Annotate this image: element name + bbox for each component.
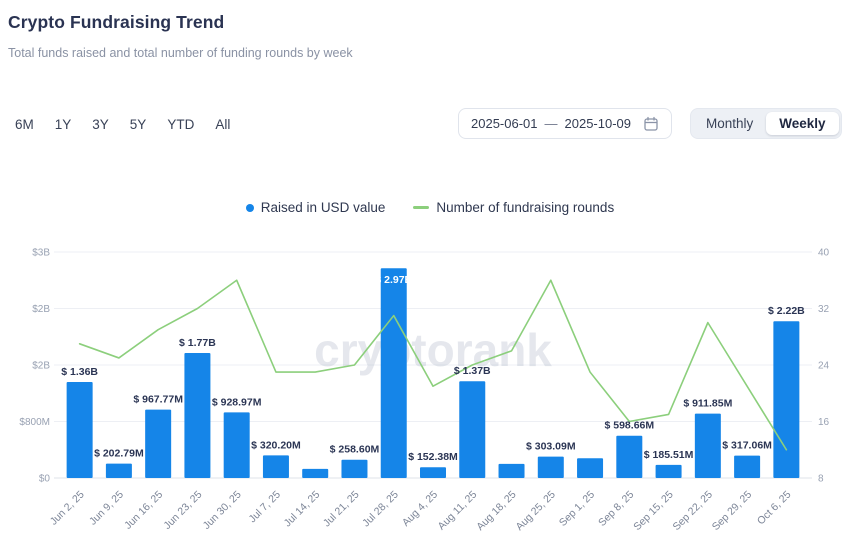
legend-item-rounds[interactable]: Number of fundraising rounds [413, 200, 614, 215]
chart-bar[interactable] [302, 468, 329, 478]
chart-bar[interactable] [184, 352, 211, 478]
right-axis-tick: 8 [818, 474, 824, 485]
bar-value-label: $ 911.85M [683, 398, 732, 410]
bar-value-label: $ 258.60M [330, 444, 380, 456]
x-axis-label: Sep 8, 25 [596, 489, 636, 529]
bar-value-label: $ 303.09M [526, 441, 576, 453]
x-axis-label: Oct 6, 25 [755, 489, 794, 528]
bar-value-label: $ 967.77M [133, 394, 183, 406]
chart-bar[interactable] [694, 413, 721, 478]
chart-bar[interactable] [380, 268, 407, 478]
chart-bar[interactable] [262, 455, 289, 478]
left-axis-tick: $800M [19, 417, 50, 428]
page-subtitle: Total funds raised and total number of f… [8, 46, 353, 60]
left-axis-tick: $0 [39, 474, 51, 485]
bar-value-label: $ 152.38M [408, 451, 458, 463]
monthly-button[interactable]: Monthly [693, 112, 766, 135]
x-axis-label: Aug 18, 25 [474, 489, 519, 534]
legend-item-raised[interactable]: Raised in USD value [245, 200, 386, 215]
x-axis-label: Aug 11, 25 [436, 489, 480, 533]
range-button-all[interactable]: All [215, 117, 231, 132]
bar-value-label: $ 928.97M [212, 396, 262, 408]
chart-bar[interactable] [734, 455, 761, 478]
bar-value-label: $ 317.06M [722, 440, 772, 452]
chart-bar[interactable] [105, 463, 132, 478]
range-button-ytd[interactable]: YTD [167, 117, 195, 132]
chart-bar[interactable] [145, 409, 172, 478]
bar-value-label: $ 320.20M [251, 439, 301, 451]
x-axis-label: Aug 25, 25 [514, 489, 559, 534]
chart-bar[interactable] [537, 456, 564, 478]
chart-bar[interactable] [341, 459, 368, 478]
chart-bar[interactable] [577, 458, 604, 478]
chart-bar[interactable] [655, 464, 682, 478]
page-title: Crypto Fundraising Trend [8, 12, 225, 32]
granularity-toggle: Monthly Weekly [690, 108, 842, 139]
x-axis-label: Jun 9, 25 [87, 489, 126, 528]
x-axis-label: Jun 16, 25 [122, 489, 165, 532]
chart-line [78, 279, 788, 451]
bar-value-label: $ 202.79M [94, 448, 144, 460]
calendar-icon [643, 116, 659, 132]
left-axis-tick: $2B [32, 304, 50, 315]
bar-value-label: $ 2.22B [768, 305, 805, 317]
x-axis-label: Jun 30, 25 [201, 489, 244, 532]
left-axis-tick: $2B [32, 361, 50, 372]
legend-label-raised: Raised in USD value [260, 200, 386, 215]
legend-dot-icon [245, 203, 254, 212]
weekly-button[interactable]: Weekly [766, 112, 839, 135]
bar-value-label: $ 185.51M [644, 449, 694, 461]
date-range-start: 2025-06-01 [471, 116, 538, 131]
chart-bar[interactable] [498, 463, 525, 478]
chart-bar[interactable] [66, 381, 93, 478]
bar-value-label: $ 2.97B [375, 274, 412, 286]
right-axis-tick: 40 [818, 248, 830, 259]
x-axis-label: Jun 2, 25 [48, 489, 87, 528]
watermark: cryptorank [314, 324, 552, 376]
chart-bar[interactable] [420, 467, 446, 478]
right-axis-tick: 32 [818, 304, 830, 315]
range-button-6m[interactable]: 6M [15, 117, 34, 132]
left-axis-tick: $3B [32, 248, 50, 259]
chart-bar[interactable] [616, 435, 643, 478]
legend-line-icon [413, 206, 430, 209]
x-axis-label: Jul 7, 25 [247, 489, 284, 526]
range-button-5y[interactable]: 5Y [129, 117, 147, 132]
range-button-3y[interactable]: 3Y [92, 117, 109, 132]
x-axis-label: Jul 14, 25 [282, 489, 323, 530]
chart-bar[interactable] [223, 412, 250, 478]
range-button-1y[interactable]: 1Y [54, 117, 72, 132]
right-axis-tick: 16 [818, 417, 830, 428]
bar-value-label: $ 1.37B [454, 365, 491, 377]
range-buttons: 6M 1Y 3Y 5Y YTD All [14, 115, 231, 134]
x-axis-label: Aug 4, 25 [400, 489, 440, 529]
x-axis-label: Jul 21, 25 [321, 489, 362, 530]
date-range-picker[interactable]: 2025-06-01 — 2025-10-09 [458, 108, 672, 139]
legend-label-rounds: Number of fundraising rounds [436, 200, 615, 215]
chart-header: Crypto Fundraising Trend Total funds rai… [8, 12, 353, 60]
x-axis-label: Sep 29, 25 [710, 489, 755, 534]
bar-value-label: $ 1.36B [61, 366, 98, 378]
x-axis-label: Sep 1, 25 [557, 489, 597, 529]
date-range-separator: — [544, 116, 558, 131]
bar-value-label: $ 1.77B [179, 337, 216, 349]
bar-value-label: $ 598.66M [605, 420, 655, 432]
x-axis-label: Jul 28, 25 [360, 489, 401, 530]
chart-legend: Raised in USD value Number of fundraisin… [0, 200, 860, 215]
x-axis-label: Sep 22, 25 [671, 489, 716, 534]
date-range-end: 2025-10-09 [564, 116, 632, 131]
right-axis-tick: 24 [818, 361, 830, 372]
chart-bar[interactable] [773, 321, 800, 478]
x-axis-label: Sep 15, 25 [631, 489, 676, 534]
x-axis-label: Jun 23, 25 [161, 489, 204, 532]
chart-bar[interactable] [459, 381, 486, 478]
